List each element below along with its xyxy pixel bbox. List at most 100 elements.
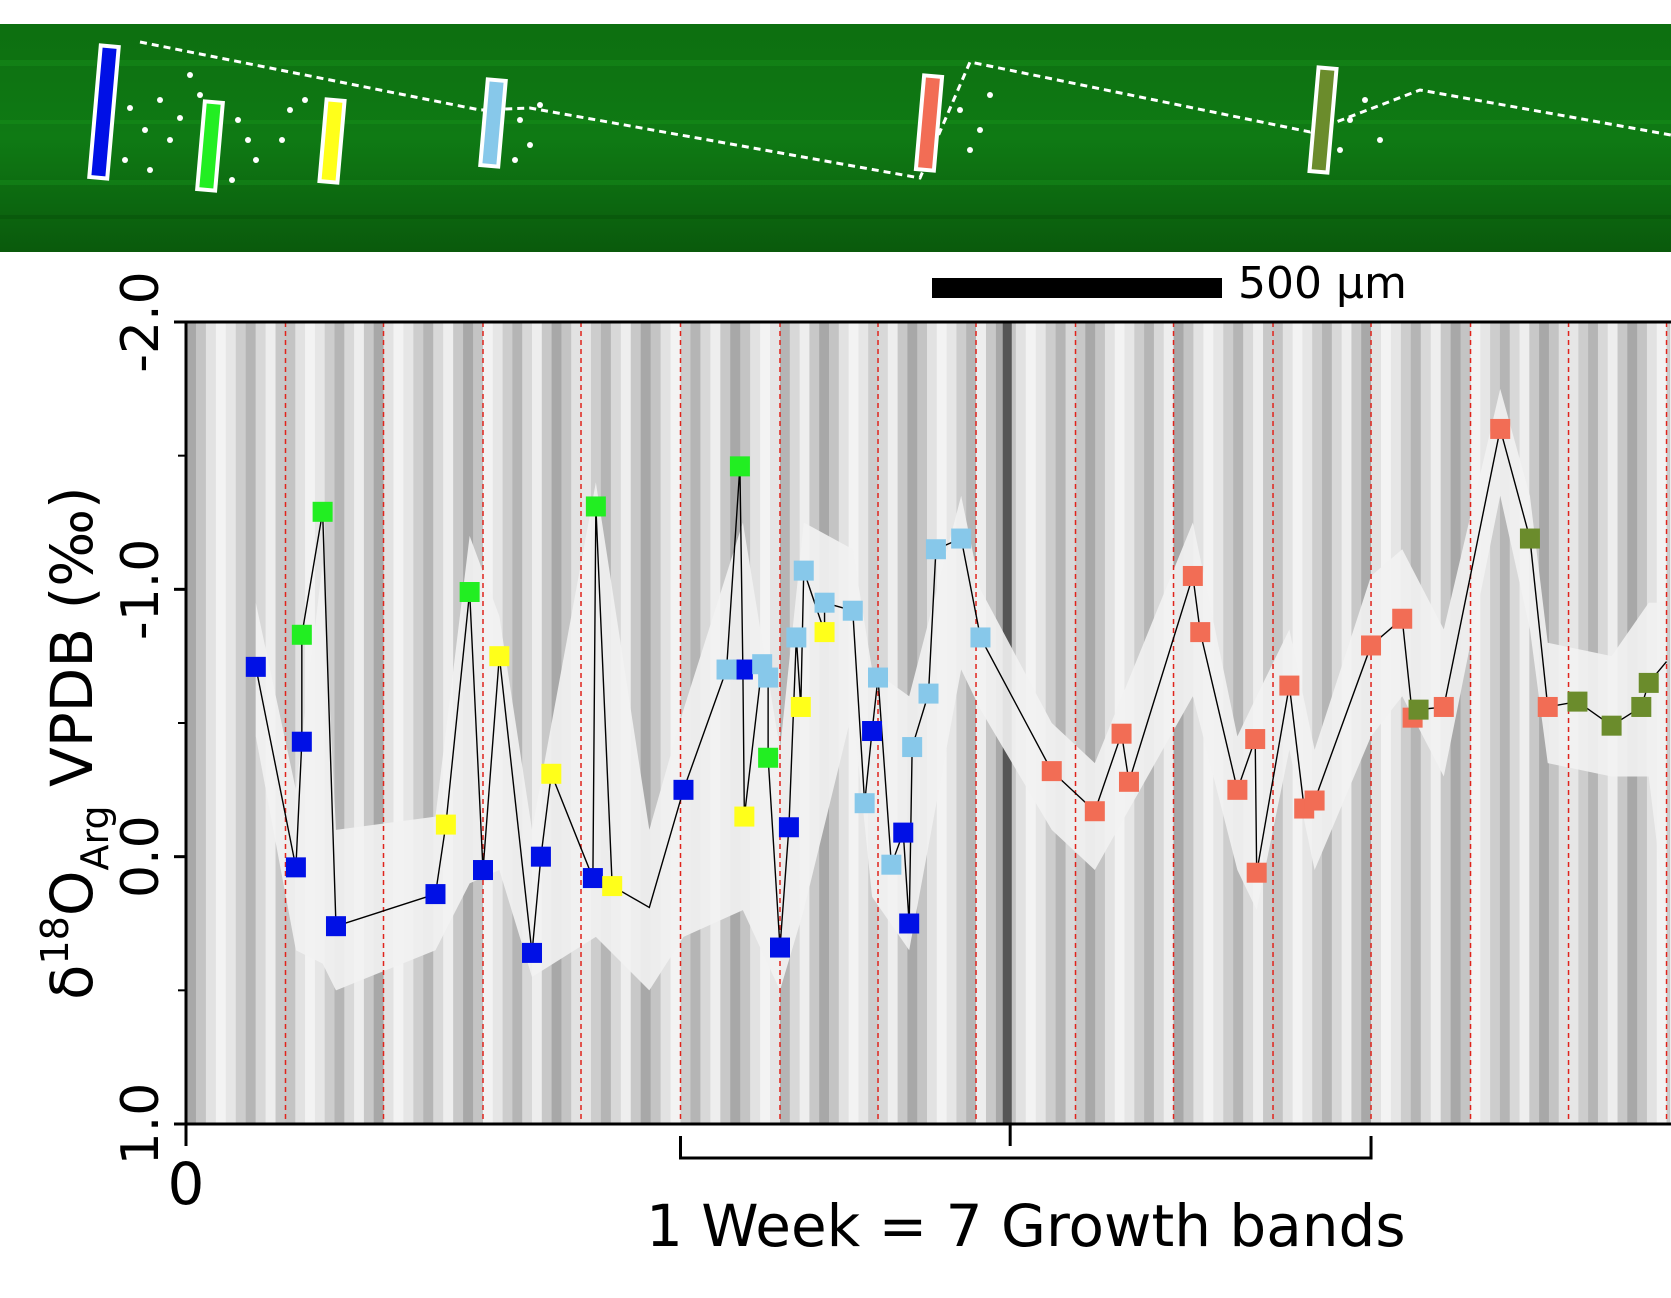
data-point-green [585,496,606,517]
background-stripe [522,322,534,1124]
background-stripe [403,322,415,1124]
data-point-dark-blue [770,937,790,958]
background-stripe [848,322,860,1124]
data-point-dark-blue [893,822,914,843]
data-point-salmon [1227,779,1248,800]
data-point-salmon [1537,696,1558,717]
data-point-yellow [435,814,456,835]
data-point-olive [1567,691,1588,712]
data-point-olive [1631,696,1652,717]
background-stripe [1450,322,1462,1124]
envelope-shape [255,388,1667,991]
background-stripe [1085,322,1097,1124]
background-stripe [363,322,375,1124]
background-stripe [1193,322,1205,1124]
background-stripe [660,322,672,1124]
data-point-dark-blue [325,916,346,937]
data-point-green [312,501,333,522]
data-point-light-blue [758,667,779,688]
data-point-olive [1519,528,1540,549]
y-tick-label: -2.0 [111,271,171,372]
marker-green [195,99,225,193]
data-point-light-blue [970,627,991,648]
marker-dark-blue [87,43,121,181]
background-stripe [956,322,968,1124]
background-stripe [1055,322,1067,1124]
background-stripe [650,322,662,1124]
background-stripe [1529,322,1541,1124]
data-point-dark-blue [778,817,799,838]
sampling-track-line [139,40,1671,180]
data-point-olive [1638,672,1659,693]
marker-yellow [317,97,347,185]
marker-olive [1307,65,1339,175]
background-stripe [393,322,405,1124]
background-stripe [383,322,395,1124]
background-stripe [285,322,297,1124]
bracket-label: 1 Week = 7 Growth bands [646,1192,1406,1260]
data-point-light-blue [902,737,923,758]
data-point-dark-blue [732,659,753,680]
data-point-light-blue [814,592,835,613]
marker-light-blue [478,77,508,169]
data-point-dark-blue [899,913,920,934]
data-point-salmon [1279,675,1300,696]
background-stripe [334,322,346,1124]
data-point-green [729,456,750,477]
data-point-yellow [541,763,562,784]
background-stripe [670,322,682,1124]
background-stripe [1183,322,1195,1124]
background-stripe [946,322,958,1124]
background-stripe [1075,322,1087,1124]
background-stripe [512,322,524,1124]
background-stripe [205,322,217,1124]
data-point-salmon [1111,723,1132,744]
y-tick-label: -1.0 [111,539,171,640]
data-point-light-blue [786,627,807,648]
data-point-salmon [1041,761,1062,782]
background-stripe [245,322,257,1124]
data-point-green [291,624,312,645]
x-tick-label: 0 [168,1150,205,1218]
data-point-salmon [1118,771,1139,792]
y-axis-label: δ18OArg VPDB (‰) [33,486,117,1000]
data-point-dark-blue [522,942,543,963]
micrograph-image [0,24,1671,252]
background-stripe [1380,322,1392,1124]
data-point-light-blue [854,793,875,814]
sample-spots [122,72,1383,183]
background-stripe [423,322,435,1124]
background-stripe [225,322,237,1124]
data-point-salmon [1245,729,1266,750]
background-stripe [541,322,553,1124]
data-point-salmon [1190,622,1211,643]
data-point-dark-blue [473,860,493,881]
data-point-yellow [790,696,811,717]
data-point-yellow [734,806,755,827]
data-point-salmon [1433,696,1454,717]
background-stripe [413,322,425,1124]
background-stripe [195,322,207,1124]
background-stripe [976,322,987,1124]
background-stripe [1312,322,1324,1124]
background-stripe [186,322,197,1124]
confidence-envelope [255,388,1667,991]
connecting-line [255,428,1668,953]
data-point-salmon [1304,790,1325,811]
background-stripe [1065,322,1077,1124]
background-stripe [344,322,356,1124]
y-tick-label: 0.0 [111,815,171,898]
background-stripe [640,322,652,1124]
background-stripe [1390,322,1402,1124]
background-stripe [235,322,247,1124]
background-stripe [1480,322,1492,1124]
data-point-green [758,747,779,768]
data-point-dark-blue [285,857,306,878]
scale-bar-line [932,278,1222,298]
data-point-dark-blue [673,779,694,800]
data-point-salmon [1246,862,1267,883]
data-point-light-blue [925,539,946,560]
data-point-dark-blue [530,846,551,867]
background-stripe [373,322,385,1124]
micrograph-panel [0,24,1671,252]
